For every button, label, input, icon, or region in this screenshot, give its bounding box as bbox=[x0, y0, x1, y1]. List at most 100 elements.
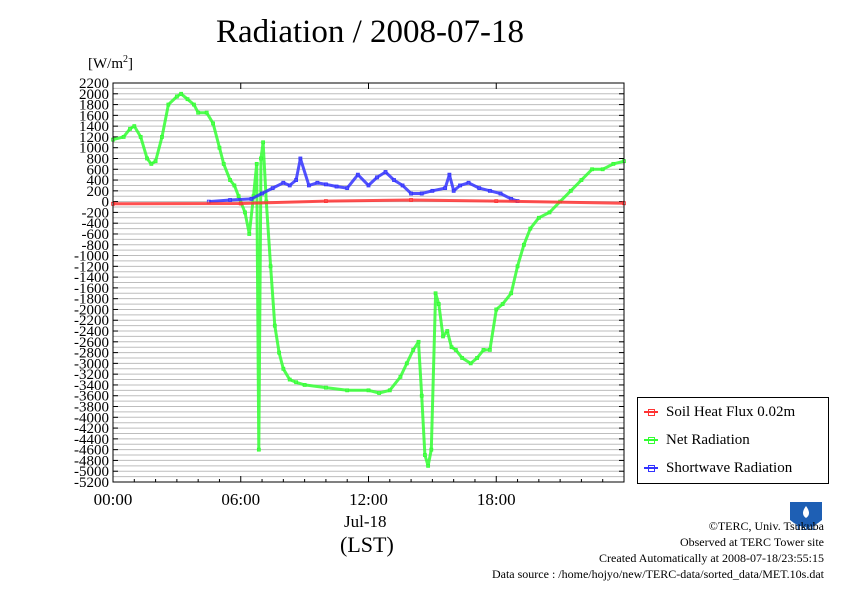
data-point bbox=[419, 191, 424, 196]
y-tick-label: -3000 bbox=[74, 356, 109, 372]
x-tick-labels: 00:00 06:00 12:00 18:00 bbox=[94, 490, 516, 509]
data-point bbox=[460, 356, 465, 360]
legend-item-soil-heat-flux: Soil Heat Flux 0.02m bbox=[644, 402, 795, 422]
y-tick-label: -600 bbox=[82, 227, 110, 243]
data-point bbox=[179, 91, 184, 96]
credit-source: Data source : /home/hojyo/new/TERC-data/… bbox=[491, 567, 824, 581]
y-tick-label: -2400 bbox=[74, 324, 109, 340]
legend-swatch-soil bbox=[644, 409, 658, 416]
data-point bbox=[409, 191, 413, 196]
data-point bbox=[383, 170, 388, 174]
data-point bbox=[149, 161, 154, 166]
data-point bbox=[174, 94, 179, 99]
data-point bbox=[272, 323, 277, 328]
unit-prefix: [W/m bbox=[88, 56, 123, 72]
data-point bbox=[600, 167, 605, 172]
data-point bbox=[228, 178, 233, 182]
data-point bbox=[377, 391, 382, 395]
legend-label-net: Net Radiation bbox=[666, 431, 750, 448]
y-tick-label: -200 bbox=[82, 205, 110, 221]
data-point bbox=[429, 447, 434, 452]
y-tick-label: 1000 bbox=[79, 141, 109, 157]
y-tick-label: -2800 bbox=[74, 346, 109, 362]
data-point bbox=[426, 463, 431, 468]
y-tick-label: -800 bbox=[82, 238, 110, 254]
data-point bbox=[294, 178, 299, 182]
data-point bbox=[475, 356, 479, 360]
y-tick-label: 1800 bbox=[79, 98, 109, 114]
y-tick-label: -3600 bbox=[74, 389, 109, 405]
data-point bbox=[409, 198, 413, 202]
data-point bbox=[477, 186, 482, 191]
credit-observed: Observed at TERC Tower site bbox=[679, 535, 824, 549]
data-point bbox=[228, 198, 233, 202]
data-point bbox=[256, 447, 261, 452]
data-point bbox=[261, 140, 266, 145]
y-tick-label: -3200 bbox=[74, 367, 109, 383]
y-tick-label: 1200 bbox=[79, 130, 109, 146]
y-tick-label: -400 bbox=[82, 216, 110, 232]
legend-swatch-net bbox=[644, 437, 658, 444]
data-point bbox=[423, 453, 427, 457]
data-point bbox=[268, 264, 273, 269]
data-point bbox=[515, 264, 520, 269]
data-point bbox=[217, 145, 222, 150]
data-point bbox=[487, 188, 492, 193]
data-point bbox=[345, 388, 350, 393]
data-point bbox=[453, 347, 458, 352]
data-point bbox=[260, 191, 264, 196]
data-point bbox=[468, 361, 473, 366]
legend-swatch-shortwave bbox=[644, 465, 658, 472]
data-point bbox=[315, 180, 320, 185]
data-point bbox=[204, 110, 209, 115]
y-tick-label: -1600 bbox=[74, 281, 109, 297]
series-line-net-radiation bbox=[112, 92, 625, 468]
data-point bbox=[192, 102, 196, 107]
chart-title: Radiation / 2008-07-18 bbox=[216, 14, 524, 50]
y-tick-label: -5000 bbox=[74, 464, 109, 480]
data-point bbox=[451, 188, 456, 193]
data-point bbox=[232, 183, 237, 188]
y-tick-label: 2200 bbox=[79, 76, 109, 92]
data-point bbox=[302, 383, 307, 387]
data-point bbox=[132, 124, 137, 129]
data-point bbox=[238, 201, 243, 206]
y-tick-label: 2000 bbox=[79, 87, 109, 103]
data-point bbox=[494, 307, 499, 312]
legend-item-shortwave: Shortwave Radiation bbox=[644, 458, 792, 478]
data-point bbox=[392, 178, 396, 182]
legend-label-soil: Soil Heat Flux 0.02m bbox=[666, 403, 796, 420]
data-point bbox=[590, 167, 594, 172]
data-point bbox=[243, 210, 247, 215]
data-point bbox=[247, 232, 252, 236]
data-point bbox=[611, 161, 616, 166]
data-point bbox=[294, 380, 299, 385]
data-point bbox=[166, 102, 171, 107]
y-tick-label: -2600 bbox=[74, 335, 109, 351]
terc-logo-icon: TERC bbox=[790, 502, 822, 532]
y-tick-label: 400 bbox=[87, 173, 110, 189]
data-point bbox=[487, 347, 492, 352]
y-tick-label: -2200 bbox=[74, 313, 109, 329]
data-point bbox=[249, 197, 254, 201]
data-point bbox=[366, 183, 371, 188]
x-axis-zone-label: (LST) bbox=[340, 532, 394, 557]
data-point bbox=[254, 161, 259, 166]
data-point bbox=[277, 350, 281, 355]
data-point bbox=[443, 186, 448, 191]
data-point bbox=[324, 385, 328, 390]
y-tick-label: -5200 bbox=[74, 475, 109, 491]
unit-suffix: ] bbox=[128, 56, 133, 72]
data-point bbox=[196, 110, 201, 115]
credit-copyright: ©TERC, Univ. Tsukuba bbox=[708, 519, 824, 533]
data-point bbox=[416, 339, 421, 344]
data-point bbox=[447, 172, 452, 177]
data-point bbox=[387, 388, 392, 393]
data-point bbox=[419, 393, 424, 398]
series-group bbox=[111, 91, 626, 468]
data-point bbox=[400, 183, 405, 188]
data-point bbox=[500, 302, 505, 306]
data-point bbox=[494, 199, 499, 203]
legend-label-shortwave: Shortwave Radiation bbox=[666, 459, 793, 476]
